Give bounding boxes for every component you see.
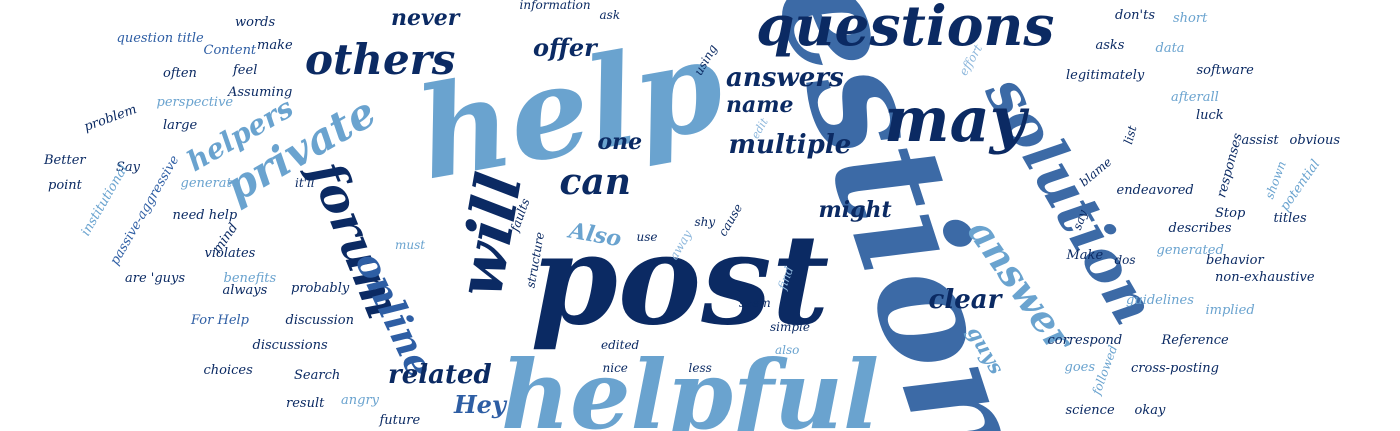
word-science: science bbox=[1065, 402, 1115, 418]
word-search: Search bbox=[294, 367, 341, 383]
word-software: software bbox=[1196, 62, 1254, 78]
word-use: use bbox=[636, 230, 658, 244]
word-may: may bbox=[884, 83, 1026, 156]
word-feel: feel bbox=[233, 62, 258, 78]
word-benefits: benefits bbox=[223, 270, 277, 286]
word-question-title: question title bbox=[116, 30, 204, 46]
word-point: point bbox=[48, 177, 82, 193]
word-make: make bbox=[257, 37, 293, 53]
word-reference: Reference bbox=[1161, 332, 1229, 348]
word-ask: ask bbox=[599, 8, 621, 22]
word-less: less bbox=[688, 361, 712, 375]
word-implied: implied bbox=[1205, 302, 1255, 318]
word-titles: titles bbox=[1273, 210, 1307, 226]
word-problem: problem bbox=[81, 101, 139, 135]
word-goes: goes bbox=[1064, 359, 1096, 375]
word-dos: dos bbox=[1114, 253, 1136, 267]
word-asks: asks bbox=[1095, 37, 1125, 53]
word-need-help: need help bbox=[172, 207, 238, 223]
word-describes: describes bbox=[1168, 220, 1232, 236]
word-often: often bbox=[163, 65, 197, 81]
word-short: short bbox=[1173, 10, 1208, 26]
word-violates: violates bbox=[204, 245, 256, 261]
word-perspective: perspective bbox=[156, 94, 234, 110]
word-nice: nice bbox=[602, 361, 628, 375]
word-don-ts: don'ts bbox=[1115, 7, 1155, 23]
word-helpful: helpful bbox=[501, 339, 880, 431]
word-information: information bbox=[519, 0, 591, 12]
word-behavior: behavior bbox=[1206, 252, 1264, 268]
word-future: future bbox=[379, 412, 421, 428]
word-shy: shy bbox=[694, 215, 716, 229]
word-obvious: obvious bbox=[1289, 132, 1341, 148]
word-hey: Hey bbox=[454, 390, 506, 419]
word-for-help: For Help bbox=[191, 312, 249, 328]
word-say: Say bbox=[116, 159, 141, 175]
word-related: related bbox=[388, 360, 492, 390]
word-words: words bbox=[235, 14, 276, 30]
word-edited: edited bbox=[601, 338, 640, 352]
word-multiple: multiple bbox=[728, 130, 852, 160]
word-cross-posting: cross-posting bbox=[1131, 360, 1219, 376]
word-make: Make bbox=[1066, 247, 1104, 263]
word-one: one bbox=[597, 129, 643, 155]
word-better: Better bbox=[44, 152, 86, 168]
word-answers: answers bbox=[726, 63, 844, 93]
word-probably: probably bbox=[291, 280, 350, 296]
word-simple: simple bbox=[770, 320, 810, 334]
word-will: will bbox=[442, 167, 537, 303]
word-might: might bbox=[818, 197, 892, 223]
word-endeavored: endeavored bbox=[1116, 182, 1194, 198]
word-are-guys: are 'guys bbox=[125, 270, 186, 286]
word-non-exhaustive: non-exhaustive bbox=[1215, 269, 1315, 285]
word-institutional: institutional bbox=[78, 161, 132, 239]
word-post: post bbox=[530, 206, 830, 353]
word-assuming: Assuming bbox=[228, 84, 293, 100]
word-large: large bbox=[163, 117, 198, 133]
word-result: result bbox=[286, 395, 325, 411]
word-content: Content bbox=[203, 42, 257, 58]
word-correspond: correspond bbox=[1047, 332, 1123, 348]
word-generated: generated bbox=[1156, 242, 1224, 258]
word-assist: assist bbox=[1241, 132, 1279, 148]
word-name: name bbox=[726, 92, 794, 118]
word-questions: questions bbox=[756, 0, 1055, 58]
word-afterall: afterall bbox=[1171, 89, 1219, 105]
word-stop: Stop bbox=[1215, 205, 1246, 221]
word-guidelines: guidelines bbox=[1126, 292, 1194, 308]
word-others: others bbox=[305, 35, 456, 84]
word-must: must bbox=[395, 238, 426, 252]
word-it-ll: it'll bbox=[295, 176, 315, 190]
word-offer: offer bbox=[533, 33, 597, 62]
word-always: always bbox=[222, 282, 268, 298]
word-legitimately: legitimately bbox=[1066, 67, 1145, 83]
word-discussions: discussions bbox=[252, 337, 328, 353]
word-seem: seem bbox=[739, 296, 771, 310]
word-luck: luck bbox=[1196, 107, 1224, 123]
word-data: data bbox=[1155, 40, 1185, 56]
word-generate: generate bbox=[180, 175, 240, 191]
word-also: also bbox=[775, 343, 800, 357]
word-can: can bbox=[559, 161, 631, 203]
word-never: never bbox=[391, 5, 460, 31]
word-discussion: discussion bbox=[285, 312, 355, 328]
word-list: list bbox=[1120, 124, 1140, 146]
word-responses: responses bbox=[1214, 131, 1246, 199]
word-clear: clear bbox=[928, 285, 1002, 315]
word-choices: choices bbox=[203, 362, 253, 378]
word-okay: okay bbox=[1134, 402, 1166, 418]
word-angry: angry bbox=[341, 392, 380, 408]
